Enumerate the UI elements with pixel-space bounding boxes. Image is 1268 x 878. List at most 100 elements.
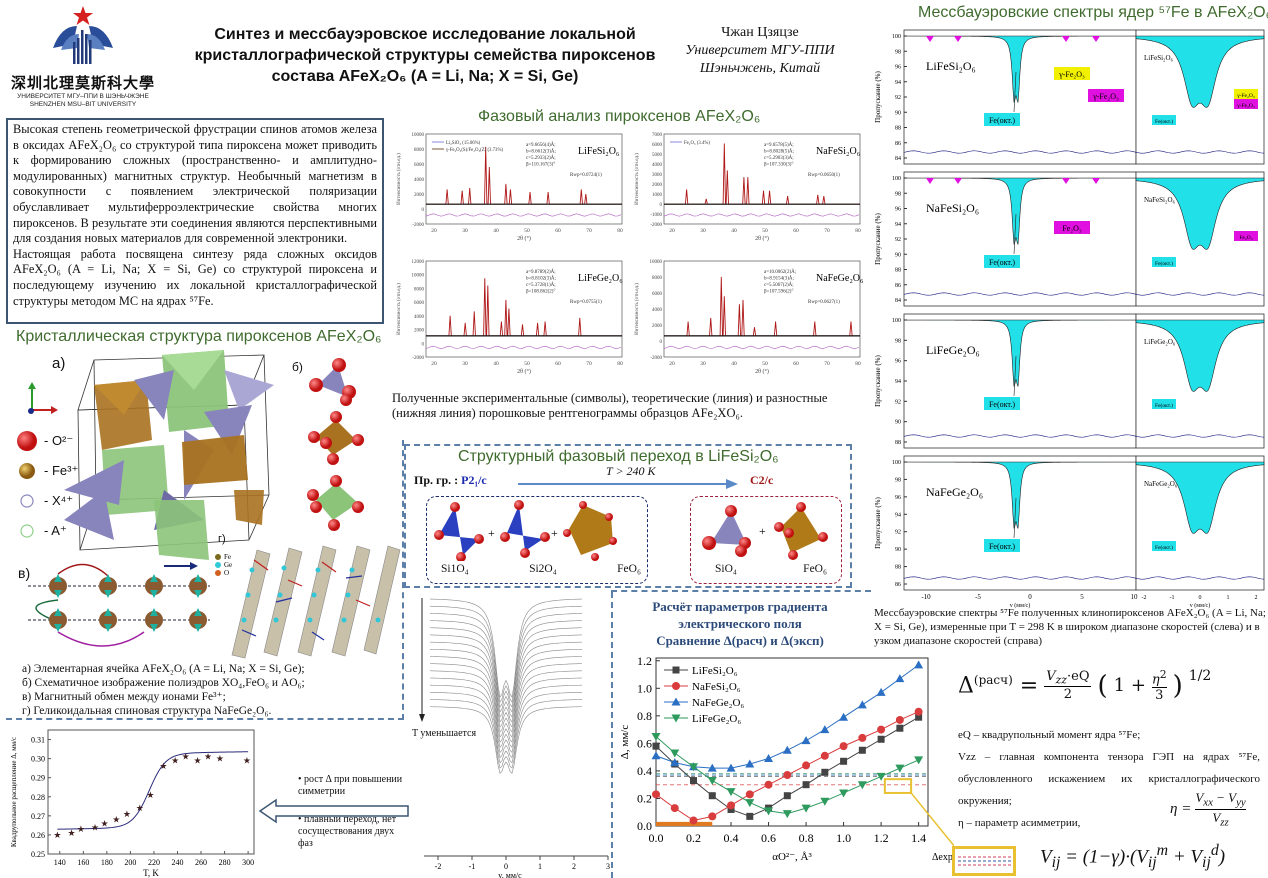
y-tick-label: -2000 bbox=[412, 223, 424, 228]
spectrum-curve bbox=[429, 634, 583, 723]
fe-octahedral-doublet bbox=[903, 461, 1137, 529]
y-tick-label: 0.30 bbox=[31, 755, 45, 764]
phase-label: Fe₂O₃ bbox=[1062, 224, 1082, 233]
data-point bbox=[745, 759, 755, 768]
y-tick-label: 96 bbox=[895, 207, 901, 213]
unit-cell-illustration bbox=[64, 350, 274, 560]
data-point bbox=[858, 733, 867, 742]
panel-label-b: б) bbox=[292, 360, 303, 374]
phase-badge bbox=[984, 397, 1020, 410]
data-point bbox=[783, 792, 791, 800]
x-tick-label: -2 bbox=[1142, 595, 1147, 601]
x-tick-label: 40 bbox=[731, 228, 737, 234]
compound-label: NaFeGe₂O₆ bbox=[926, 485, 983, 499]
y-tick-label: 0 bbox=[660, 340, 663, 345]
data-point bbox=[651, 732, 661, 741]
fe2o3-sextet-line bbox=[954, 178, 962, 184]
x-tick-label: 0 bbox=[1199, 595, 1202, 601]
spectrum-curve bbox=[429, 677, 583, 754]
lattice-parameter: β=107.596(2)° bbox=[764, 290, 793, 295]
phase-badge bbox=[1054, 67, 1090, 80]
y-tick-label: 94 bbox=[895, 379, 901, 385]
data-point bbox=[801, 736, 811, 745]
data-point bbox=[877, 725, 886, 734]
efg-title-line-3: Сравнение Δ(расч) и Δ(эксп) bbox=[656, 633, 824, 648]
lattice-parameter: c=5.2933(2)Å; bbox=[526, 155, 556, 161]
data-point bbox=[726, 763, 736, 772]
xrd-chart-nafesi: -2000 -1000 0 1000 2000 3000 4000 5000 6000 7000 2… bbox=[630, 128, 870, 252]
fe2o3-sextet-line bbox=[926, 36, 934, 42]
y-tick-label: 88 bbox=[895, 268, 901, 274]
x-tick-label: 60 bbox=[555, 361, 561, 367]
calculated-pattern bbox=[426, 278, 622, 337]
x-tick-label: 80 bbox=[617, 361, 623, 367]
y-tick-label: 96 bbox=[895, 495, 901, 501]
x-tick-label: 20 bbox=[431, 361, 437, 367]
phase-label: γ-Fe₂O₃ bbox=[1058, 70, 1085, 79]
y-tick-label: 84 bbox=[895, 298, 901, 304]
y-tick-label: 92 bbox=[895, 95, 901, 101]
data-point bbox=[670, 749, 680, 758]
lattice-parameter: c=5.5067(2)Å; bbox=[764, 282, 794, 288]
spectrum-curve bbox=[429, 684, 583, 759]
delta-formula: Δ(расч) = Vzz·eQ2 ( 1 + η23 )1/2 Δ(расч)… bbox=[958, 668, 1212, 704]
y-tick-label: 10000 bbox=[412, 274, 425, 279]
high-temp-group: + SiO₄ FeO₆ bbox=[690, 496, 842, 584]
data-point bbox=[876, 772, 886, 781]
aexp-dashed-lines bbox=[958, 856, 1011, 866]
plot-frame bbox=[655, 657, 929, 827]
axis-triad-icon bbox=[28, 382, 58, 414]
residual-curve bbox=[903, 292, 1265, 296]
legend-label: NaFeSi₂O₆ bbox=[692, 681, 741, 693]
y-tick-label: 98 bbox=[895, 191, 901, 197]
data-point bbox=[820, 725, 830, 734]
fe2o3-sextet-line bbox=[1092, 178, 1100, 184]
lattice-parameter: a=10.0062(2)Å; bbox=[764, 269, 796, 275]
data-point: ★ bbox=[146, 791, 154, 801]
lattice-parameter: β=108.862(2)° bbox=[526, 290, 555, 295]
fe2o3-sextet-line bbox=[1092, 36, 1100, 42]
y-tick-label: 98 bbox=[895, 49, 901, 55]
data-point bbox=[857, 700, 867, 709]
y-tick-label: 96 bbox=[895, 359, 901, 365]
spectrum-curve bbox=[429, 648, 583, 733]
y-tick-label: 0.4 bbox=[637, 764, 652, 778]
spectrum-curve bbox=[429, 605, 583, 703]
phase-badge bbox=[984, 539, 1020, 552]
phase-label-narrow: γ-Fe₂O₃ bbox=[1236, 103, 1255, 109]
data-point: ★ bbox=[68, 829, 76, 839]
vij-formula: Vij = (1−γ)·(Vijm + Vijd) Vij = (1−γ)·(V… bbox=[1040, 842, 1226, 872]
data-point bbox=[914, 660, 924, 669]
transition-condition: T > 240 K bbox=[606, 464, 656, 478]
legend-marker bbox=[671, 714, 681, 723]
x-tick-label: 50 bbox=[762, 228, 768, 234]
compound-label-narrow: LiFeGe₂O₆ bbox=[1144, 338, 1176, 346]
x-tick-label: 20 bbox=[669, 361, 675, 367]
panel-label-a: а) bbox=[52, 355, 66, 372]
y-tick-label: 90 bbox=[895, 252, 901, 258]
phase-label: γ-Fe₂O₃ bbox=[1092, 92, 1119, 101]
fe-octahedral-doublet-narrow bbox=[1135, 177, 1265, 250]
y-tick-label: -2000 bbox=[650, 223, 662, 228]
x-tick-label: 40 bbox=[493, 361, 499, 367]
y-tick-label: -2000 bbox=[650, 356, 662, 361]
data-point: ★ bbox=[100, 819, 108, 829]
title-line-2: кристаллографической структуры семейства… bbox=[194, 47, 656, 64]
data-point bbox=[895, 674, 905, 683]
high-temp-labels: SiO₄ FeO₆ bbox=[715, 563, 827, 575]
data-point: ★ bbox=[159, 762, 167, 772]
x-tick-label: -1 bbox=[469, 862, 476, 871]
data-point bbox=[764, 754, 774, 763]
phase-badge bbox=[1088, 89, 1124, 102]
y-tick-label: 0.28 bbox=[31, 793, 45, 802]
y-tick-label: 0.8 bbox=[637, 709, 652, 723]
x-tick-label: -5 bbox=[975, 593, 981, 601]
phase-label: Fe(окт.) bbox=[989, 116, 1015, 125]
helix-legend-o: O bbox=[224, 569, 229, 577]
phase-badge-narrow bbox=[1152, 257, 1176, 267]
y-axis-label: Пропускание (%) bbox=[874, 71, 882, 123]
low-temp-labels: Si1O₄ Si2O₄ FeO₆ bbox=[441, 563, 641, 575]
title-line-1: Синтез и мессбауэровское исследование ло… bbox=[214, 26, 636, 43]
y-tick-label: -2000 bbox=[412, 356, 424, 361]
